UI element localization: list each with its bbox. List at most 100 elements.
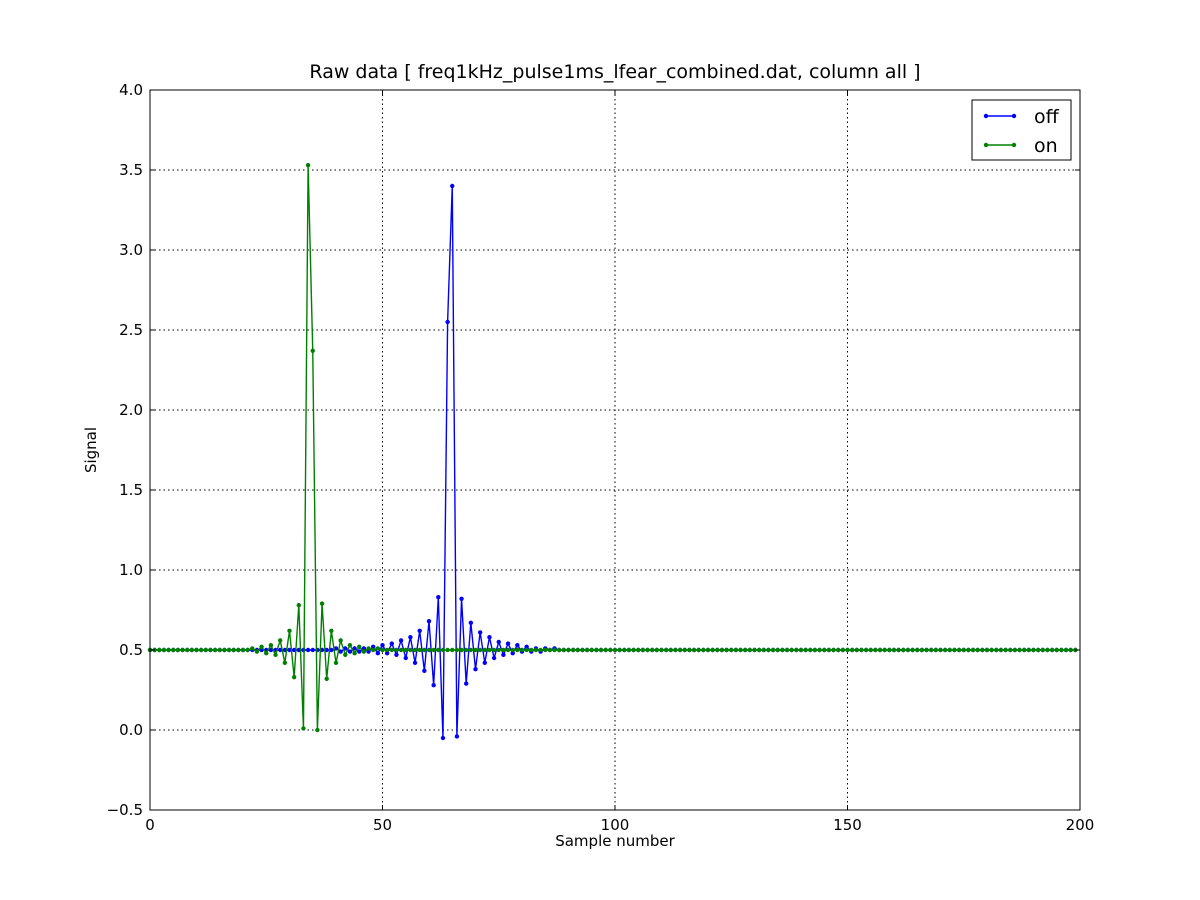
data-point-on <box>622 647 627 653</box>
data-point-on <box>347 643 353 648</box>
data-point-on <box>966 647 971 653</box>
data-point-on <box>705 647 711 653</box>
data-point-on <box>961 647 966 653</box>
y-tick-label: 1.0 <box>119 561 143 579</box>
data-point-off <box>464 681 469 686</box>
y-tick-label: 2.5 <box>119 321 143 339</box>
data-point-on <box>217 647 222 653</box>
data-point-off <box>380 643 385 648</box>
y-tick-label: 0.0 <box>119 721 143 739</box>
series-on <box>147 163 1078 733</box>
legend: off on <box>971 99 1072 161</box>
data-point-on <box>882 647 887 653</box>
data-point-on <box>482 647 487 653</box>
data-point-on <box>157 647 162 653</box>
data-point-on <box>236 647 241 653</box>
data-point-off <box>436 595 441 600</box>
data-point-on <box>254 649 260 654</box>
data-point-off <box>510 651 515 656</box>
data-point-on <box>877 647 883 653</box>
data-point-on <box>366 646 371 651</box>
data-point-on <box>287 628 292 633</box>
data-point-on <box>338 638 343 643</box>
data-point-on <box>264 651 269 656</box>
data-point-on <box>863 647 869 653</box>
data-point-off <box>366 649 371 654</box>
data-point-on <box>384 647 390 653</box>
data-point-off <box>333 646 339 651</box>
legend-box <box>971 99 1072 161</box>
y-tick-label: 2.0 <box>119 401 143 419</box>
data-point-on <box>171 647 176 653</box>
data-point-on <box>515 647 520 653</box>
data-point-on <box>468 647 474 653</box>
data-point-on <box>1035 647 1041 653</box>
data-point-on <box>529 647 534 653</box>
legend-marker-off <box>1011 113 1017 119</box>
data-point-on <box>859 647 864 653</box>
data-point-on <box>891 647 897 653</box>
data-point-off <box>398 638 404 643</box>
data-point-on <box>398 647 404 653</box>
data-point-on <box>245 647 250 653</box>
data-point-on <box>747 647 753 653</box>
data-point-on <box>389 647 394 653</box>
data-point-on <box>189 647 195 653</box>
data-point-on <box>845 647 850 653</box>
data-point-on <box>175 647 181 653</box>
data-point-on <box>980 647 985 653</box>
data-point-on <box>445 647 450 653</box>
data-point-on <box>268 643 274 648</box>
data-point-on <box>789 647 794 653</box>
legend-label-off: off <box>1034 106 1060 128</box>
data-point-on <box>557 647 562 653</box>
data-point-on <box>454 647 460 653</box>
data-point-on <box>584 647 590 653</box>
x-tick-label: 200 <box>1066 816 1095 834</box>
data-point-on <box>422 647 427 653</box>
data-point-off <box>487 635 492 640</box>
data-point-on <box>580 647 585 653</box>
data-point-on <box>222 647 227 653</box>
legend-marker-on <box>1011 142 1017 148</box>
data-point-on <box>282 660 288 665</box>
data-point-on <box>780 647 785 653</box>
x-tick-label: 150 <box>833 816 862 834</box>
data-point-off <box>491 655 497 661</box>
plot-series <box>147 163 1078 741</box>
data-point-on <box>873 647 878 653</box>
data-point-on <box>487 647 492 653</box>
data-point-on <box>984 647 990 653</box>
data-point-off <box>450 183 455 189</box>
data-point-off <box>477 630 483 635</box>
data-point-off <box>426 619 432 624</box>
data-point-on <box>533 647 539 653</box>
data-point-on <box>566 647 571 653</box>
data-point-on <box>570 647 576 653</box>
data-point-on <box>510 647 515 653</box>
data-point-on <box>561 647 567 653</box>
data-point-on <box>408 647 413 653</box>
data-point-on <box>459 647 464 653</box>
data-point-on <box>598 647 604 653</box>
data-point-on <box>547 647 553 653</box>
x-axis-label: Sample number <box>555 832 675 850</box>
data-point-on <box>910 647 915 653</box>
data-point-off <box>375 651 381 656</box>
data-point-on <box>631 647 636 653</box>
data-point-on <box>250 646 255 651</box>
data-point-on <box>552 647 557 653</box>
data-point-on <box>956 647 962 653</box>
data-point-on <box>808 647 813 653</box>
y-axis-label: Signal <box>82 427 100 473</box>
data-point-on <box>319 601 325 606</box>
data-point-on <box>794 647 799 653</box>
data-point-on <box>743 647 748 653</box>
data-point-on <box>538 647 543 653</box>
chart-title: Raw data [ freq1kHz_pulse1ms_lfear_combi… <box>309 61 920 83</box>
data-point-off <box>403 655 408 661</box>
data-point-on <box>185 647 190 653</box>
data-point-off <box>501 652 506 657</box>
data-point-on <box>1063 647 1069 653</box>
